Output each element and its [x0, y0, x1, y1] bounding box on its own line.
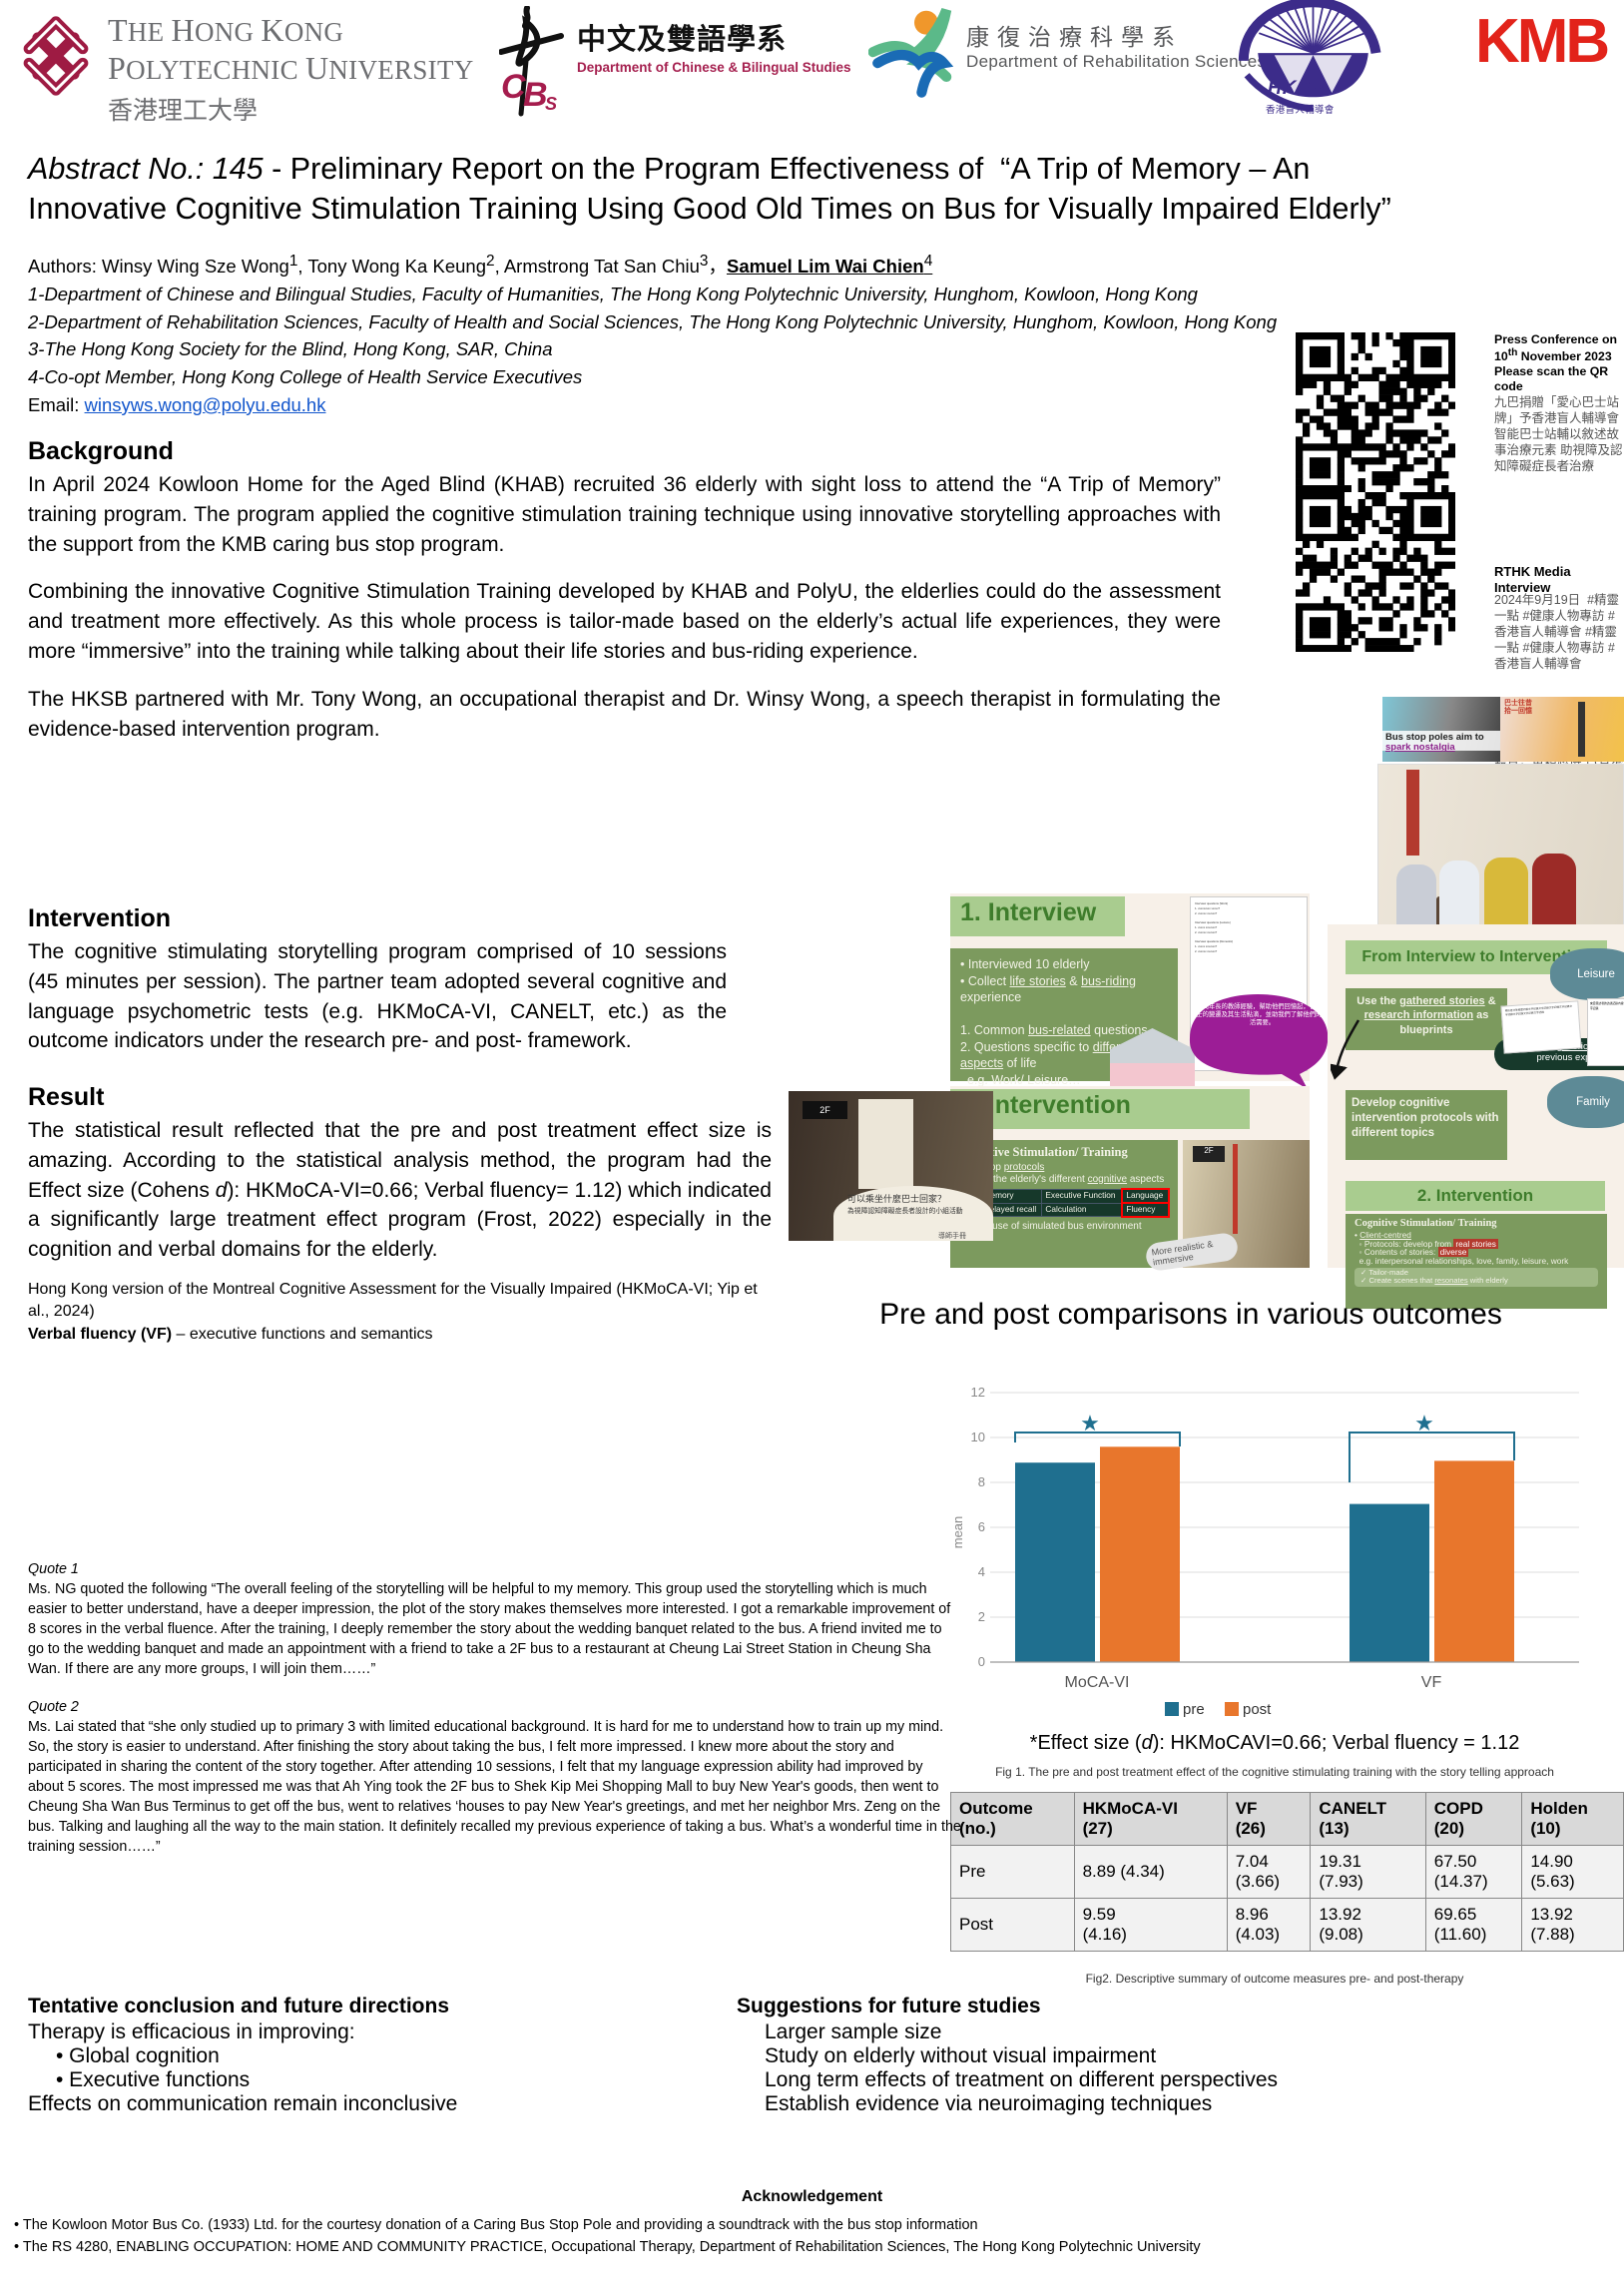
svg-text:★: ★: [1414, 1411, 1434, 1435]
svg-text:pre: pre: [1183, 1701, 1205, 1718]
svg-text:4: 4: [978, 1564, 985, 1579]
svg-text:mean: mean: [950, 1516, 965, 1549]
svg-text:S: S: [545, 94, 557, 114]
svg-text:2: 2: [978, 1609, 985, 1624]
svg-text:12: 12: [971, 1385, 985, 1400]
svg-text:★: ★: [1080, 1411, 1100, 1435]
svg-text:6: 6: [978, 1519, 985, 1534]
svg-text:10: 10: [971, 1430, 985, 1444]
svg-text:8: 8: [978, 1474, 985, 1489]
svg-text:0: 0: [978, 1654, 985, 1669]
svg-text:VF: VF: [1421, 1674, 1442, 1691]
svg-text:post: post: [1243, 1701, 1272, 1718]
svg-text:B: B: [523, 76, 548, 114]
svg-text:MoCA-VI: MoCA-VI: [1065, 1674, 1130, 1691]
